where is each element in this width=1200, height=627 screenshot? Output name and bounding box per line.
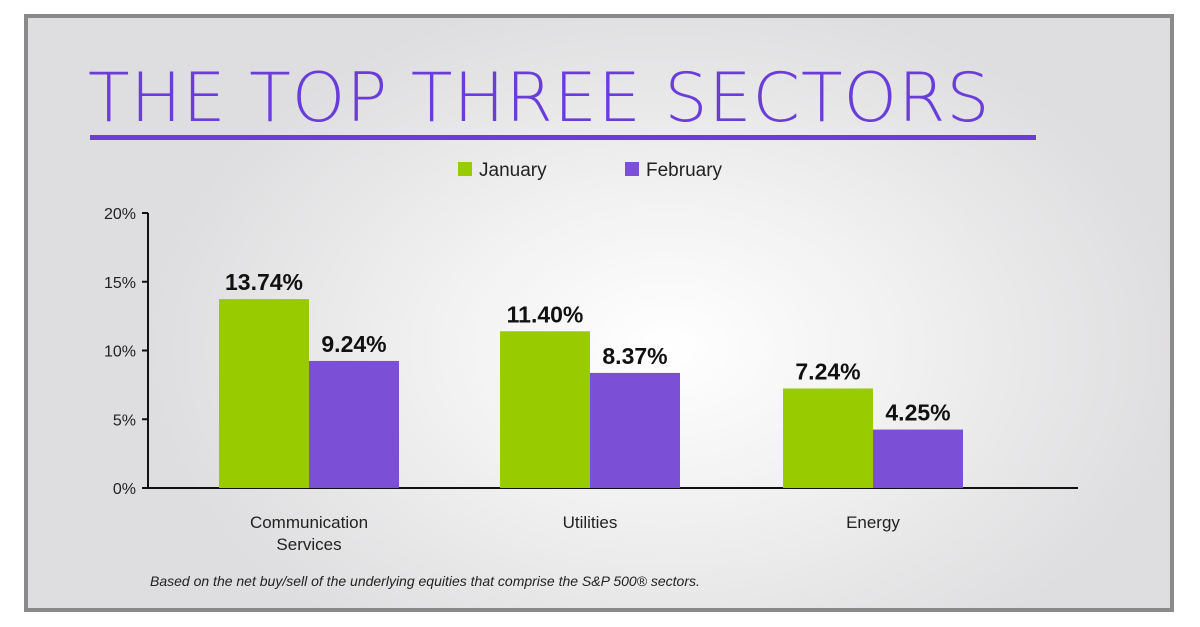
bar-february [590, 372, 680, 488]
y-tick-label: 0% [113, 481, 136, 498]
y-tick-label: 10% [104, 344, 136, 361]
bar-january [219, 299, 309, 488]
x-tick-label: Communication [250, 513, 368, 532]
bar-february [873, 429, 963, 488]
legend-label-january: January [479, 160, 547, 181]
y-tick-label: 20% [104, 206, 136, 223]
data-label: 7.24% [795, 358, 860, 384]
x-tick-label: Energy [846, 513, 900, 532]
legend-label-february: February [646, 160, 723, 181]
legend-swatch-january [458, 162, 472, 176]
x-tick-label: Utilities [563, 513, 618, 532]
bar-january [500, 331, 590, 488]
data-label: 8.37% [602, 343, 667, 369]
y-tick-label: 5% [113, 412, 136, 429]
x-tick-label: Services [276, 535, 341, 554]
data-label: 9.24% [321, 331, 386, 357]
data-label: 4.25% [885, 400, 950, 426]
data-label: 11.40% [507, 301, 584, 327]
legend-swatch-february [625, 162, 639, 176]
footnote: Based on the net buy/sell of the underly… [150, 573, 700, 589]
title-underline [90, 135, 1036, 140]
bar-february [309, 360, 399, 488]
chart-title: THE TOP THREE SECTORS [88, 59, 990, 138]
chart-frame [24, 14, 1174, 612]
bar-january [783, 388, 873, 488]
y-tick-label: 15% [104, 275, 136, 292]
data-label: 13.74% [225, 269, 303, 295]
